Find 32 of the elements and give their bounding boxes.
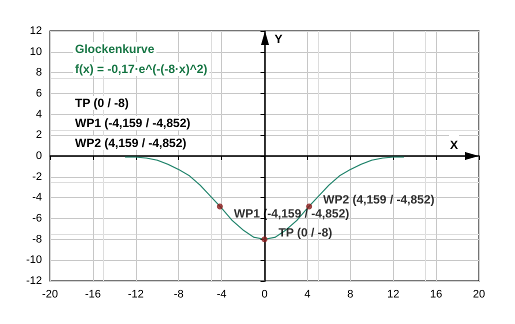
x-tick-label: -20 [42, 288, 58, 300]
y-tick-label: 0 [36, 150, 42, 162]
x-tick-label: -12 [128, 288, 144, 300]
y-axis-title: Y [274, 32, 283, 46]
y-tick-label: 4 [36, 108, 42, 120]
x-tick-label: -4 [216, 288, 226, 300]
x-tick-label: 8 [347, 288, 354, 300]
x-tick-label: 0 [261, 288, 268, 300]
y-tick-label: 8 [36, 66, 42, 79]
x-tick-label: 16 [430, 288, 442, 300]
y-tick-label: 12 [30, 25, 42, 37]
y-tick-label: -2 [32, 170, 42, 183]
y-tick-label: -12 [26, 275, 42, 287]
y-tick-label: -4 [32, 192, 42, 204]
y-tick-label: 6 [36, 88, 42, 100]
y-tick-label: 2 [36, 129, 42, 142]
y-tick-label: -8 [32, 233, 42, 246]
y-tick-label: -6 [32, 212, 42, 224]
annotation: TP (0 / -8) [75, 96, 129, 110]
x-axis-title: X [450, 138, 458, 152]
x-tick-label: 20 [472, 288, 486, 300]
annotation: WP1 (-4,159 / -4,852) [75, 116, 190, 130]
x-tick-label: -16 [84, 288, 101, 300]
x-tick-label: 4 [304, 288, 310, 300]
annotation: WP2 (4,159 / -4,852) [75, 136, 186, 150]
x-tick-label: -8 [174, 288, 184, 300]
y-tick-label: -10 [26, 254, 42, 266]
annotation: WP2 (4,159 / -4,852) [323, 192, 435, 207]
y-tick-label: 10 [30, 46, 42, 58]
text: Glockenkurve [75, 42, 155, 56]
x-tick-label: 12 [387, 288, 400, 300]
text: f(x) = -0,17·e^(-(-8·x)^2) [75, 62, 208, 76]
